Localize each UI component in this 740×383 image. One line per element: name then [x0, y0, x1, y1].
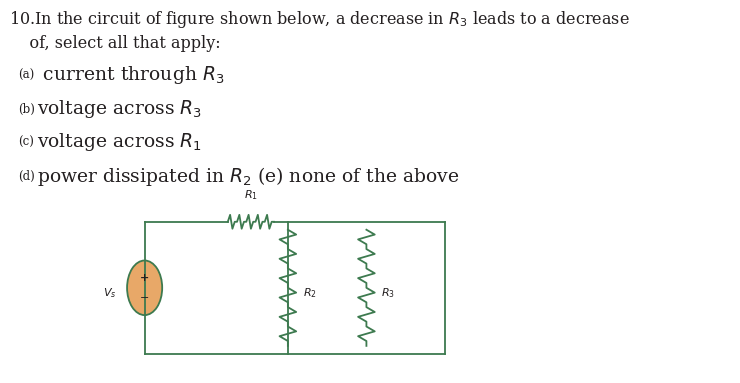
- Text: of, select all that apply:: of, select all that apply:: [9, 35, 221, 52]
- Text: $R_3$: $R_3$: [381, 286, 395, 300]
- Text: (d): (d): [18, 170, 35, 183]
- Text: $R_2$: $R_2$: [303, 286, 317, 300]
- Ellipse shape: [127, 260, 162, 315]
- Text: voltage across $R_1$: voltage across $R_1$: [36, 131, 201, 154]
- Text: 10.In the circuit of figure shown below, a decrease in $R_3$ leads to a decrease: 10.In the circuit of figure shown below,…: [9, 9, 630, 30]
- Text: power dissipated in $R_2$ (e) none of the above: power dissipated in $R_2$ (e) none of th…: [36, 165, 459, 188]
- Text: $V_s$: $V_s$: [104, 286, 117, 300]
- Text: (a): (a): [18, 69, 34, 82]
- Text: voltage across $R_3$: voltage across $R_3$: [36, 98, 201, 119]
- Text: −: −: [140, 293, 149, 303]
- Text: +: +: [140, 272, 149, 283]
- Text: $R_1$: $R_1$: [244, 188, 258, 202]
- Text: (b): (b): [18, 103, 35, 116]
- Text: current through $R_3$: current through $R_3$: [36, 64, 224, 86]
- Text: (c): (c): [18, 136, 34, 149]
